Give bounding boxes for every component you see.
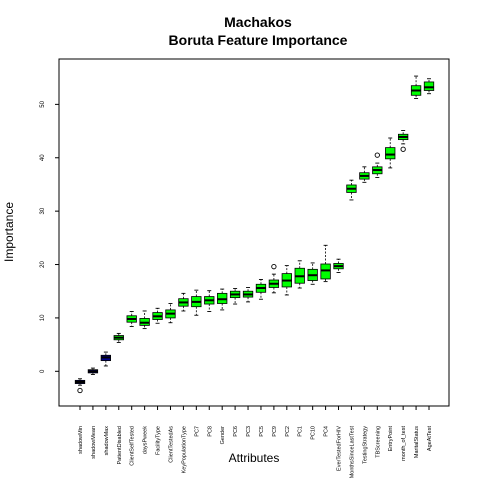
x-tick-label: PC1 [298,426,304,437]
box-body [423,81,435,91]
x-axis: shadowMin shadowMean shadowMax PatientDisab… [78,405,433,479]
x-tick-label: FacilityType [156,426,162,455]
y-tick-label: 0 [40,369,46,373]
x-tick-label: PC10 [311,426,317,440]
box-TestingStrategy [359,166,370,183]
box-body [385,147,396,160]
y-tick-label: 20 [40,261,46,268]
x-tick-label: Gender [220,426,226,445]
box-PC8 [204,290,215,312]
box-PC2 [281,265,292,296]
x-tick-label: TestingStrategy [362,426,368,464]
x-tick-label: MaritalStatus [414,426,420,458]
x-tick-label: shadowMax [104,426,110,456]
box-PC5 [255,279,267,300]
x-tick-label: daysPweek [143,426,149,454]
x-tick-label: AgeAtTest [427,426,433,452]
box-PatientDisabled [113,332,124,343]
outlier-point [400,146,406,152]
box-series [74,75,435,394]
outlier-point [374,152,380,158]
y-axis-label: Importance [2,202,16,262]
x-tick-label: shadowMean [91,426,97,459]
box-ClientSelfTested [126,311,137,327]
x-tick-label: shadowMin [78,426,84,454]
box-PC1 [294,260,305,289]
y-tick-label: 10 [40,314,46,321]
x-tick-label: ClientSelfTested [130,426,136,466]
outlier-point [271,264,277,270]
box-shadowMean [87,367,99,375]
box-PC9 [268,264,280,294]
x-tick-label: PC6 [233,426,239,437]
box-month_of_test [397,130,409,152]
y-tick-label: 40 [40,154,46,161]
x-tick-label: ClientTestedAs [168,426,174,463]
box-TBScreening [372,152,383,178]
box-Gender [217,288,228,311]
box-PC10 [307,262,318,285]
box-KeyPopulationType [178,292,189,312]
x-tick-label: PC8 [207,426,213,437]
x-tick-label: PC5 [259,426,265,437]
x-tick-label: EntryPoint [388,426,394,452]
box-PC7 [191,289,202,316]
box-MaritalStatus [410,75,422,99]
box-PC3 [242,287,254,303]
box-ClientTestedAs [165,303,176,324]
x-axis-label: Attributes [229,451,280,465]
box-PC6 [229,288,241,305]
x-tick-label: MonthsSinceLastTest [349,426,355,479]
x-tick-label: PatientDisabled [117,426,123,465]
box-AgeAtTest [423,78,435,95]
x-tick-label: PC9 [272,426,278,437]
plot-frame [58,58,450,407]
box-shadowMin [74,378,86,394]
box-EntryPoint [385,137,396,169]
box-PC4 [320,244,331,283]
box-shadowMax [100,351,112,367]
chart-title: Machakos [224,14,292,30]
x-tick-label: PC2 [285,426,291,437]
outlier-point [77,387,83,394]
x-tick-label: TBScreening [375,426,381,458]
x-tick-label: EverTestedForHIV [337,426,343,471]
y-tick-label: 50 [40,100,46,107]
box-daysPweek [139,310,150,330]
x-tick-label: PC7 [194,426,200,437]
x-tick-label: PC4 [324,426,330,437]
box-FacilityType [152,307,163,324]
x-tick-label: month_of_test [401,426,407,461]
y-tick-label: 30 [40,207,46,214]
box-MonthsSinceLastTest [346,179,357,201]
box-EverTestedForHIV [333,258,344,273]
box-body [320,263,331,280]
chart-subtitle: Boruta Feature Importance [169,32,348,48]
x-tick-label: PC3 [246,426,252,437]
y-axis: 0 10 20 30 40 50 [40,100,60,373]
x-tick-label: KeyPopulationType [181,426,187,473]
